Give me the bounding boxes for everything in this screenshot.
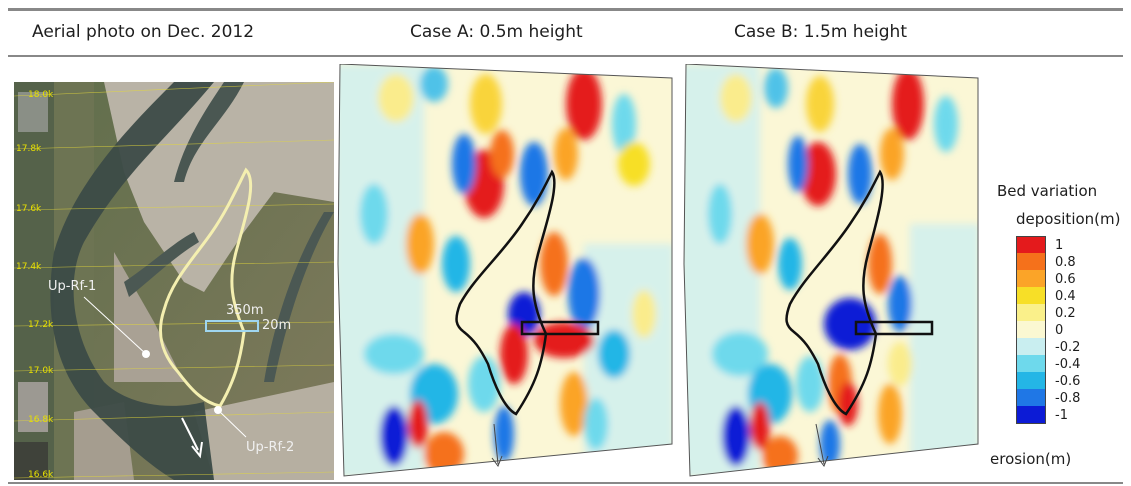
legend-swatch (1016, 287, 1046, 304)
case-a-header: Case A: 0.5m height (410, 22, 583, 42)
case-a-contour-image (337, 64, 673, 477)
legend-swatch (1016, 372, 1046, 389)
km-mark: 18.0k (28, 90, 54, 100)
legend-swatch (1016, 389, 1046, 406)
legend-tick: 0.4 (1055, 289, 1076, 304)
case-b-header: Case B: 1.5m height (734, 22, 907, 42)
km-mark: 16.8k (28, 415, 54, 425)
aerial-header: Aerial photo on Dec. 2012 (32, 22, 255, 42)
length-350m-label: 350m (226, 303, 264, 318)
case-b-contour-image (683, 64, 979, 477)
legend-tick: -0.4 (1055, 357, 1081, 372)
legend-swatch (1016, 270, 1046, 287)
km-mark: 17.4k (16, 262, 42, 272)
case-b-contour-map (680, 64, 980, 478)
km-mark: 17.6k (16, 204, 42, 214)
top-rule (8, 8, 1123, 11)
legend-swatch (1016, 406, 1046, 424)
legend-tick: -0.6 (1055, 374, 1081, 389)
legend-swatch (1016, 304, 1046, 321)
aerial-photo-image (14, 82, 334, 480)
case-a-contour-map (334, 64, 674, 478)
legend-tick: 1 (1055, 238, 1064, 253)
legend-tick: 0.2 (1055, 306, 1076, 321)
legend-tick: 0.6 (1055, 272, 1076, 287)
km-mark: 16.6k (28, 470, 54, 480)
header-rule (8, 55, 1123, 57)
bottom-rule (8, 482, 1123, 484)
km-mark: 17.8k (16, 144, 42, 154)
legend-tick: -0.2 (1055, 340, 1081, 355)
up-rf-2-label: Up-Rf-2 (246, 440, 295, 455)
width-20m-label: 20m (262, 318, 292, 333)
legend-swatch (1016, 253, 1046, 270)
km-mark: 17.2k (28, 320, 54, 330)
legend-tick: 0.8 (1055, 255, 1076, 270)
km-mark: 17.0k (28, 366, 54, 376)
legend-swatch (1016, 355, 1046, 372)
legend-deposition-label: deposition(m) (1016, 210, 1121, 228)
legend-swatch (1016, 236, 1046, 254)
legend-swatch (1016, 321, 1046, 338)
legend-tick: -1 (1055, 408, 1068, 423)
legend-tick: 0 (1055, 323, 1064, 338)
aerial-photo: 18.0k 17.8k 17.6k 17.4k 17.2k 17.0k 16.8… (14, 82, 334, 480)
up-rf-1-label: Up-Rf-1 (48, 279, 97, 294)
legend-title: Bed variation (997, 182, 1098, 200)
legend-swatch (1016, 338, 1046, 355)
legend-tick: -0.8 (1055, 391, 1081, 406)
legend-erosion-label: erosion(m) (990, 450, 1072, 468)
